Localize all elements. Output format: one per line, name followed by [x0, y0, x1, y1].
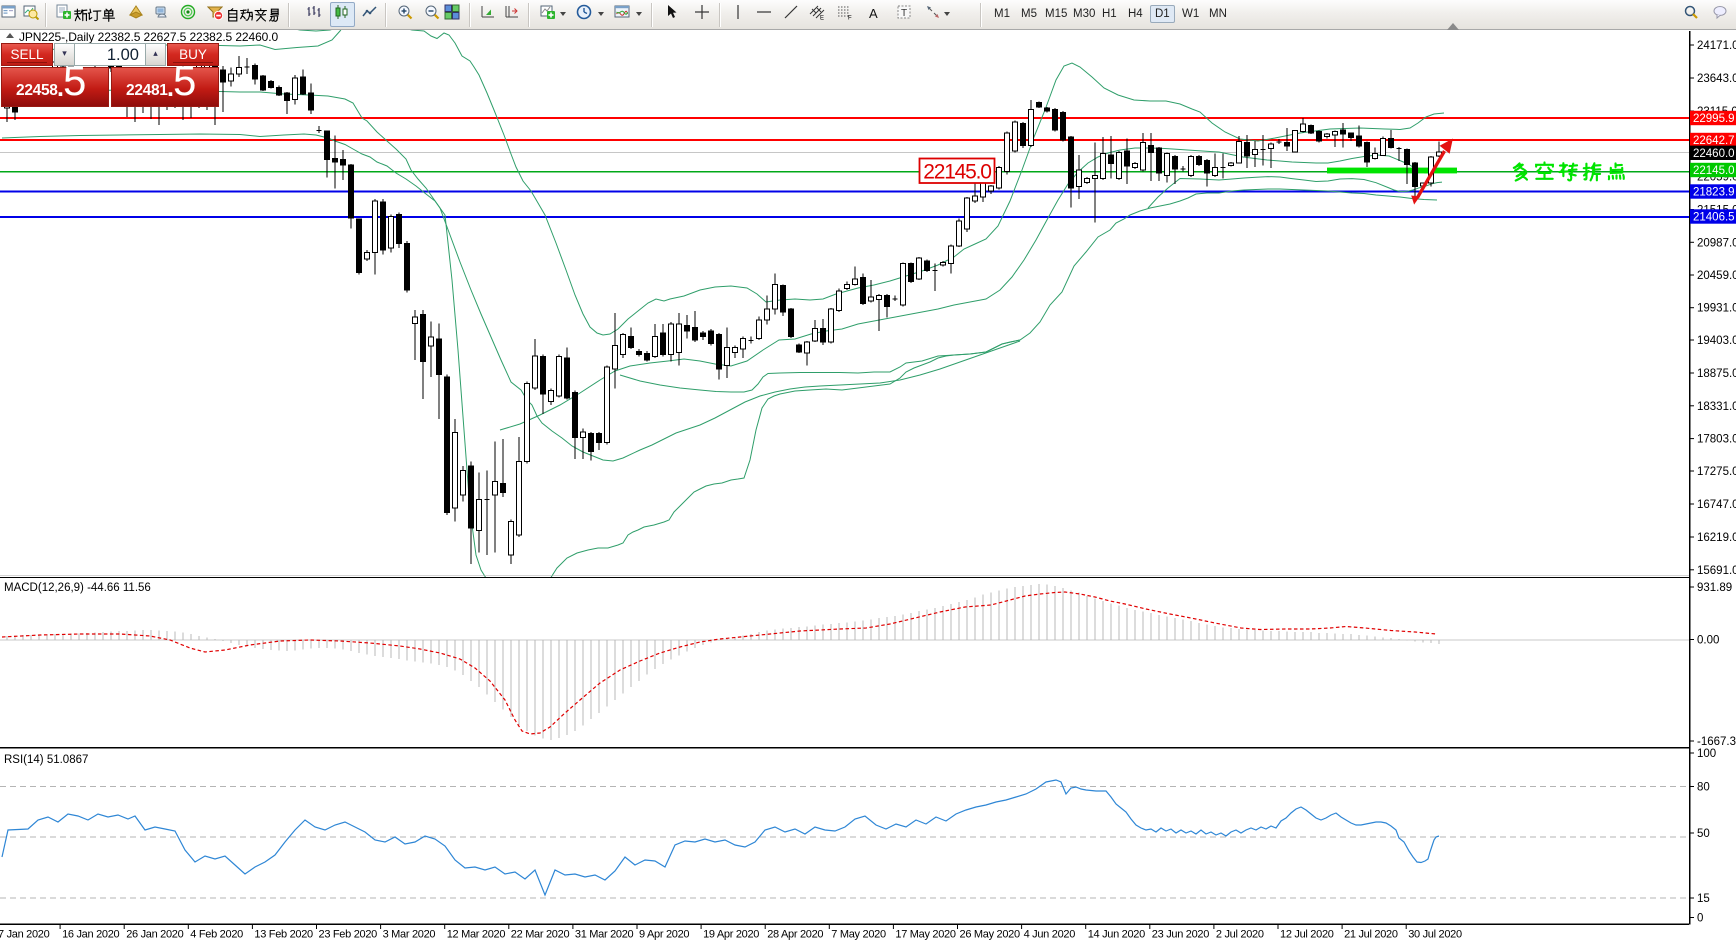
svg-text:19403.0: 19403.0 — [1697, 335, 1736, 347]
svg-text:22642.7: 22642.7 — [1693, 135, 1735, 147]
svg-text:17275.0: 17275.0 — [1697, 466, 1736, 478]
svg-text:22 Mar 2020: 22 Mar 2020 — [511, 929, 570, 941]
svg-text:23 Jun 2020: 23 Jun 2020 — [1152, 929, 1209, 941]
svg-text:28 Apr 2020: 28 Apr 2020 — [767, 929, 823, 941]
svg-text:30 Jul 2020: 30 Jul 2020 — [1408, 929, 1462, 941]
svg-text:MACD(12,26,9) -44.66 11.56: MACD(12,26,9) -44.66 11.56 — [4, 582, 151, 594]
svg-text:RSI(14) 51.0867: RSI(14) 51.0867 — [4, 754, 88, 766]
svg-text:931.89: 931.89 — [1697, 582, 1732, 594]
svg-text:12 Jul 2020: 12 Jul 2020 — [1280, 929, 1334, 941]
svg-text:17803.0: 17803.0 — [1697, 434, 1736, 446]
svg-text:24171.0: 24171.0 — [1697, 40, 1736, 52]
svg-text:13 Feb 2020: 13 Feb 2020 — [254, 929, 313, 941]
svg-text:15: 15 — [1697, 893, 1710, 905]
svg-text:50: 50 — [1697, 828, 1710, 840]
svg-text:20459.0: 20459.0 — [1697, 270, 1736, 282]
svg-text:26 Jan 2020: 26 Jan 2020 — [126, 929, 183, 941]
svg-text:19 Apr 2020: 19 Apr 2020 — [703, 929, 759, 941]
svg-text:12 Mar 2020: 12 Mar 2020 — [447, 929, 506, 941]
svg-text:0: 0 — [1697, 913, 1703, 925]
svg-text:22145.0: 22145.0 — [1693, 165, 1735, 177]
svg-text:22995.9: 22995.9 — [1693, 113, 1735, 125]
svg-text:16747.0: 16747.0 — [1697, 499, 1736, 511]
svg-text:7 Jan 2020: 7 Jan 2020 — [0, 929, 50, 941]
svg-text:JPN225-,Daily 22382.5 22627.5: JPN225-,Daily 22382.5 22627.5 22382.5 22… — [19, 30, 278, 44]
svg-text:7 May 2020: 7 May 2020 — [831, 929, 886, 941]
svg-text:16 Jan 2020: 16 Jan 2020 — [62, 929, 119, 941]
svg-text:4 Jun 2020: 4 Jun 2020 — [1024, 929, 1076, 941]
svg-text:0.00: 0.00 — [1697, 635, 1719, 647]
svg-text:26 May 2020: 26 May 2020 — [960, 929, 1020, 941]
svg-text:80: 80 — [1697, 782, 1710, 794]
svg-text:3 Mar 2020: 3 Mar 2020 — [383, 929, 436, 941]
svg-text:17 May 2020: 17 May 2020 — [895, 929, 955, 941]
svg-text:2 Jul 2020: 2 Jul 2020 — [1216, 929, 1264, 941]
svg-text:19931.0: 19931.0 — [1697, 303, 1736, 315]
svg-text:23 Feb 2020: 23 Feb 2020 — [319, 929, 378, 941]
svg-text:31 Mar 2020: 31 Mar 2020 — [575, 929, 634, 941]
svg-text:T: T — [901, 8, 907, 19]
svg-text:9 Apr 2020: 9 Apr 2020 — [639, 929, 689, 941]
svg-text:18875.0: 18875.0 — [1697, 368, 1736, 380]
svg-text:15691.0: 15691.0 — [1697, 565, 1736, 577]
svg-text:21 Jul 2020: 21 Jul 2020 — [1344, 929, 1398, 941]
svg-text:14 Jun 2020: 14 Jun 2020 — [1088, 929, 1145, 941]
svg-text:20987.0: 20987.0 — [1697, 237, 1736, 249]
svg-text:21823.9: 21823.9 — [1693, 187, 1735, 199]
svg-text:21406.5: 21406.5 — [1693, 212, 1735, 224]
svg-text:-1667.31: -1667.31 — [1697, 736, 1736, 748]
svg-text:4 Feb 2020: 4 Feb 2020 — [190, 929, 243, 941]
svg-text:100: 100 — [1697, 748, 1716, 760]
svg-text:16219.0: 16219.0 — [1697, 532, 1736, 544]
svg-text:23643.0: 23643.0 — [1697, 73, 1736, 85]
svg-text:18331.0: 18331.0 — [1697, 401, 1736, 413]
svg-text:F: F — [848, 16, 852, 21]
svg-text:22145.0: 22145.0 — [923, 161, 991, 184]
svg-text:E: E — [820, 16, 824, 21]
svg-text:22460.0: 22460.0 — [1693, 148, 1735, 160]
